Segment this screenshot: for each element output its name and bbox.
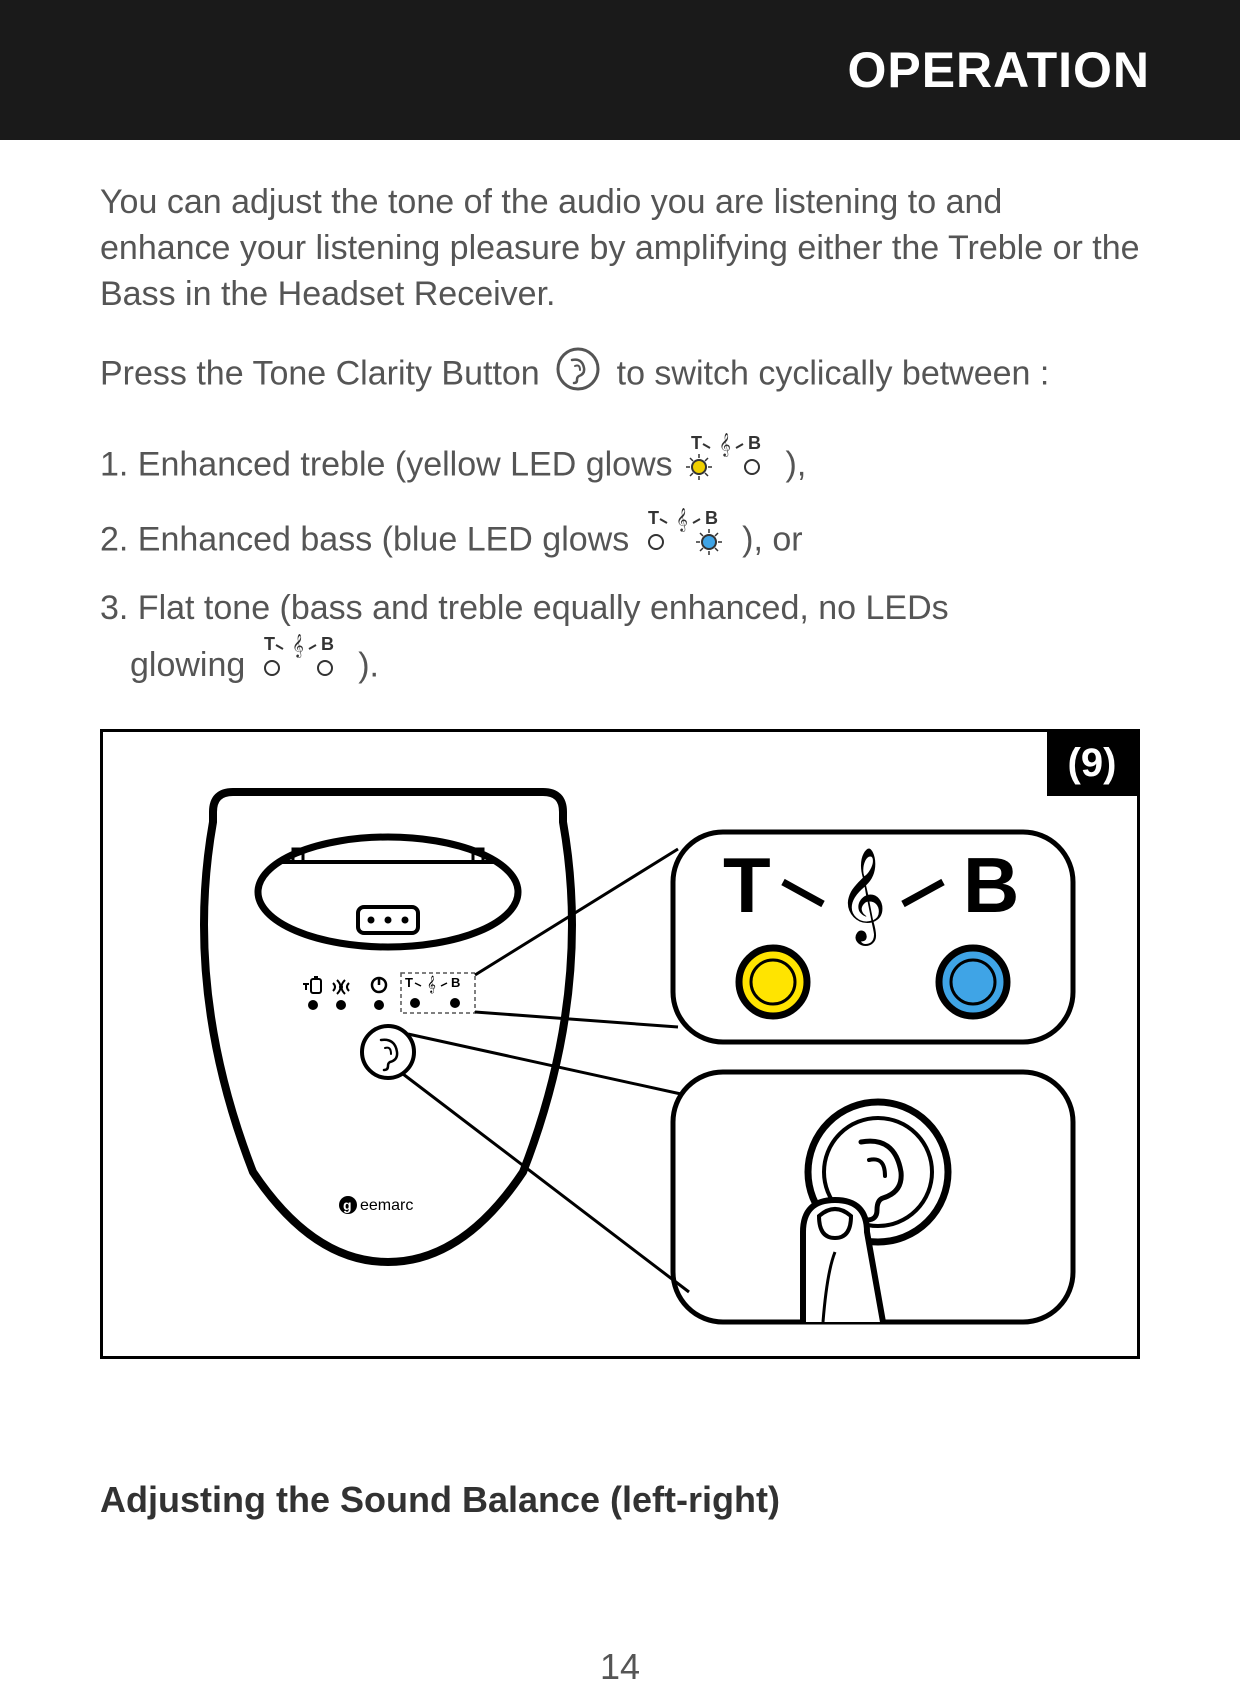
tb-t-label: T bbox=[723, 841, 771, 929]
page-number: 14 bbox=[0, 1646, 1240, 1688]
item1-post: ), bbox=[786, 445, 807, 483]
header-title: OPERATION bbox=[847, 41, 1150, 99]
device-diagram: (9) bbox=[100, 729, 1140, 1359]
svg-text:T: T bbox=[264, 634, 275, 654]
item-3: 3. Flat tone (bass and treble equally en… bbox=[100, 583, 1140, 701]
item1-pre: 1. Enhanced treble (yellow LED glows bbox=[100, 445, 673, 483]
diagram-callout-number: (9) bbox=[1047, 732, 1137, 796]
svg-text:𝄞: 𝄞 bbox=[676, 509, 688, 532]
svg-text:𝄞: 𝄞 bbox=[427, 976, 436, 993]
bass-led-icon bbox=[939, 948, 1007, 1016]
press-instruction: Press the Tone Clarity Button to switch … bbox=[100, 346, 1140, 405]
item3-glow: glowing bbox=[130, 646, 245, 684]
svg-text:𝄞: 𝄞 bbox=[838, 848, 886, 946]
item2-post: ), or bbox=[742, 520, 802, 558]
svg-text:T: T bbox=[691, 433, 702, 453]
tb-b-label: B bbox=[963, 841, 1019, 929]
press-post: to switch cyclically between : bbox=[617, 354, 1050, 392]
svg-text:B: B bbox=[705, 508, 718, 528]
tb-led-icon-treble: T 𝄞 B bbox=[686, 433, 772, 500]
svg-text:T: T bbox=[405, 975, 413, 990]
svg-text:𝄞: 𝄞 bbox=[292, 635, 304, 658]
subheading: Adjusting the Sound Balance (left-right) bbox=[100, 1479, 1140, 1521]
item-2: 2. Enhanced bass (blue LED glows T 𝄞 B bbox=[100, 508, 1140, 575]
svg-text:B: B bbox=[748, 433, 761, 453]
page-header: OPERATION bbox=[0, 0, 1240, 140]
item3-post: ). bbox=[358, 646, 379, 684]
svg-text:B: B bbox=[321, 634, 334, 654]
tb-led-icon-bass: T 𝄞 B bbox=[643, 508, 729, 575]
ear-button-icon bbox=[555, 346, 601, 405]
brand-text: eemarc bbox=[360, 1197, 413, 1214]
svg-text:B: B bbox=[451, 975, 460, 990]
press-pre: Press the Tone Clarity Button bbox=[100, 354, 540, 392]
device-svg: T 𝄞 B g eemarc T 𝄞 bbox=[103, 732, 1137, 1356]
tb-led-icon-flat: T 𝄞 B bbox=[259, 634, 345, 701]
item2-pre: 2. Enhanced bass (blue LED glows bbox=[100, 520, 629, 558]
svg-text:g: g bbox=[343, 1197, 352, 1213]
item3-pre: 3. Flat tone (bass and treble equally en… bbox=[100, 589, 949, 627]
svg-text:T: T bbox=[648, 508, 659, 528]
item-1: 1. Enhanced treble (yellow LED glows T 𝄞… bbox=[100, 433, 1140, 500]
intro-paragraph: You can adjust the tone of the audio you… bbox=[100, 180, 1140, 318]
treble-led-icon bbox=[739, 948, 807, 1016]
svg-text:𝄞: 𝄞 bbox=[719, 434, 731, 457]
page-content: You can adjust the tone of the audio you… bbox=[0, 140, 1240, 1521]
